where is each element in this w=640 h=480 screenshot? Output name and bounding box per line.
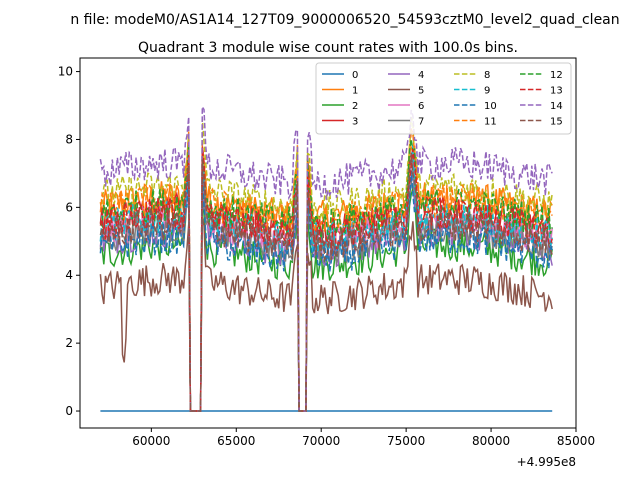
legend-label-3: 3 [352, 117, 358, 128]
x-offset-label: +4.995e8 [517, 455, 576, 469]
legend-label-0: 0 [352, 70, 358, 81]
legend-box [315, 62, 572, 135]
legend-label-7: 7 [418, 117, 424, 128]
x-tick-label: 85000 [557, 434, 595, 448]
series-line-14 [99, 104, 553, 412]
legend-label-13: 13 [550, 86, 563, 97]
y-tick-label: 6 [65, 200, 73, 214]
legend-label-5: 5 [418, 86, 424, 97]
x-axis: 60000 65000 70000 75000 80000 85000 [132, 428, 595, 448]
y-tick-label: 10 [58, 65, 73, 79]
y-tick-label: 0 [65, 404, 73, 418]
y-tick-label: 8 [65, 132, 73, 146]
x-tick-label: 75000 [387, 434, 425, 448]
legend-label-6: 6 [418, 101, 424, 112]
series-line-5 [99, 217, 553, 412]
legend-label-15: 15 [550, 117, 563, 128]
legend-label-11: 11 [484, 117, 497, 128]
legend-label-8: 8 [484, 70, 490, 81]
plot-frame [79, 57, 577, 429]
legend-label-10: 10 [484, 101, 497, 112]
series-line-10 [99, 163, 553, 412]
series-line-1 [99, 131, 553, 412]
x-tick-label: 70000 [302, 434, 340, 448]
y-axis: 0 2 4 6 8 10 [58, 65, 80, 418]
legend-label-9: 9 [484, 86, 490, 97]
legend-label-1: 1 [352, 86, 358, 97]
legend-label-4: 4 [418, 70, 424, 81]
series-line-15 [99, 152, 553, 412]
y-tick-label: 2 [65, 336, 73, 350]
x-tick-label: 60000 [132, 434, 170, 448]
series-layer [99, 104, 553, 412]
legend-label-2: 2 [352, 101, 358, 112]
chart-title: Quadrant 3 module wise count rates with … [138, 40, 518, 56]
x-tick-label: 80000 [472, 434, 510, 448]
series-line-13 [99, 146, 553, 412]
legend-label-14: 14 [550, 101, 563, 112]
x-tick-label: 65000 [217, 434, 255, 448]
figure-suptitle: n file: modeM0/AS1A14_127T09_9000006520_… [70, 12, 619, 28]
series-line-11 [99, 128, 553, 412]
y-tick-label: 4 [65, 268, 73, 282]
legend-label-12: 12 [550, 70, 563, 81]
